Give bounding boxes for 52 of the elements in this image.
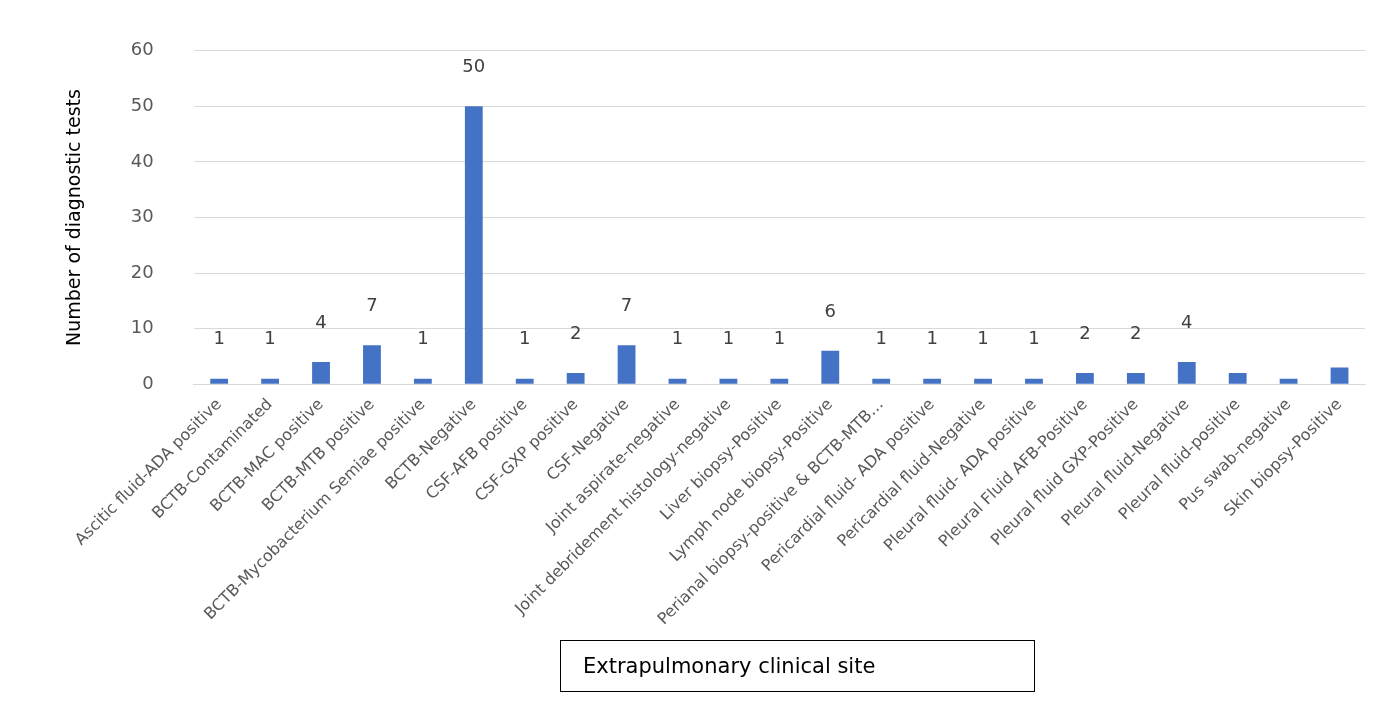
bar <box>923 378 942 384</box>
y-tick-label: 50 <box>130 94 154 116</box>
data-label: 1 <box>722 327 735 349</box>
bar <box>1279 378 1298 384</box>
data-label: 1 <box>1028 327 1040 349</box>
bar <box>1126 373 1145 384</box>
x-axis-title: Extrapulmonary clinical site <box>560 640 1035 692</box>
y-tick-label: 30 <box>130 205 154 227</box>
bar <box>770 378 789 384</box>
bar <box>821 350 840 384</box>
data-label: 1 <box>519 327 531 349</box>
data-label: 6 <box>824 299 836 321</box>
bar <box>210 378 229 384</box>
data-label: 2 <box>1079 321 1091 343</box>
bar <box>515 378 534 384</box>
bar <box>872 378 891 384</box>
bar <box>363 345 381 384</box>
data-label: 1 <box>977 327 989 349</box>
data-label: 1 <box>875 327 887 349</box>
data-label: 1 <box>417 327 429 349</box>
bar <box>261 378 280 384</box>
data-label: 7 <box>620 293 633 315</box>
data-label: 1 <box>264 327 276 349</box>
bar <box>1177 361 1196 384</box>
data-label: 1 <box>926 327 938 349</box>
y-tick-label: 0 <box>142 371 154 393</box>
bar <box>719 378 738 384</box>
data-label: 1 <box>773 327 786 349</box>
bar <box>974 378 992 384</box>
data-label: 1 <box>671 327 684 349</box>
data-label: 4 <box>315 310 327 332</box>
y-axis-title: Number of diagnostic tests <box>62 89 85 346</box>
bar <box>617 345 636 384</box>
bar <box>1076 373 1094 384</box>
bar <box>566 373 585 384</box>
y-tick-label: 10 <box>130 316 154 338</box>
bar <box>312 361 330 384</box>
bar <box>1228 373 1247 384</box>
data-label: 1 <box>213 327 225 349</box>
data-label: 7 <box>366 293 378 315</box>
bar <box>413 378 432 384</box>
data-label: 2 <box>569 321 582 343</box>
bar <box>464 106 483 384</box>
data-label: 50 <box>462 55 486 77</box>
y-tick-label: 40 <box>130 149 154 171</box>
data-label: 4 <box>1181 310 1193 332</box>
data-label: 2 <box>1130 321 1142 343</box>
bar <box>668 378 687 384</box>
y-tick-label: 20 <box>130 260 154 282</box>
bar <box>1330 367 1349 384</box>
y-tick-label: 60 <box>130 38 154 60</box>
bar <box>1025 378 1043 384</box>
